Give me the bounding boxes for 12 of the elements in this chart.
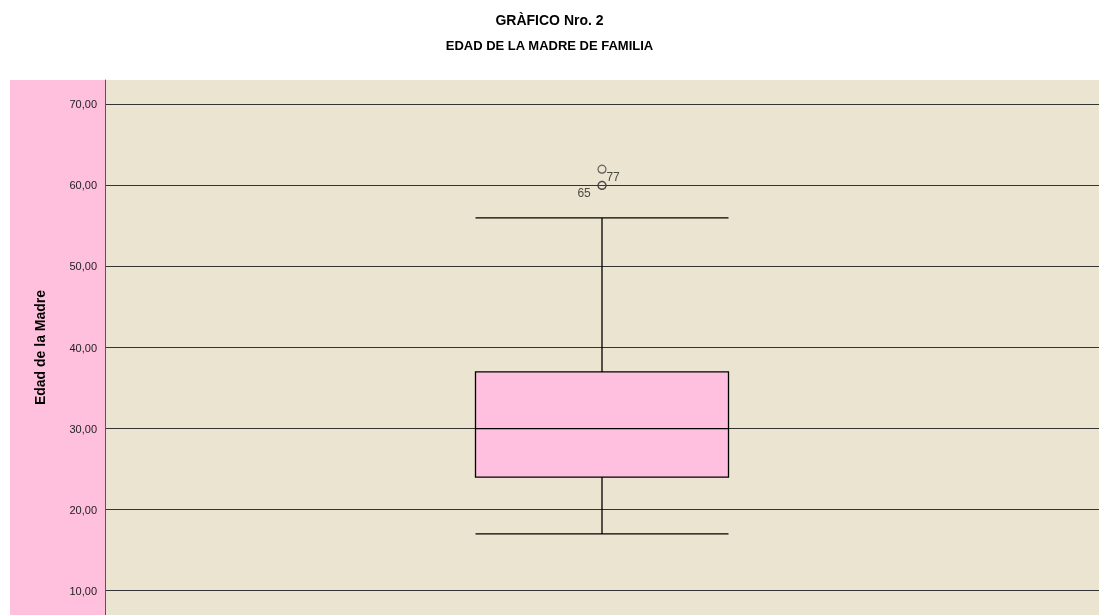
y-tick-label: 10,00: [69, 584, 97, 597]
annotation: 77: [606, 169, 621, 184]
annotation: 65: [577, 185, 592, 200]
y-tick-label: 50,00: [69, 260, 97, 273]
y-tick-label: 20,00: [69, 503, 97, 516]
y-tick-label: 70,00: [69, 98, 97, 111]
y-axis-title: Edad de la Madre: [32, 289, 48, 406]
y-tick-label: 40,00: [69, 341, 97, 354]
chart-title: GRÀFICO Nro. 2: [495, 12, 604, 28]
chart-subtitle: EDAD DE LA MADRE DE FAMILIA: [445, 38, 654, 53]
y-tick-label: 30,00: [69, 422, 97, 435]
y-tick-label: 60,00: [69, 179, 97, 192]
